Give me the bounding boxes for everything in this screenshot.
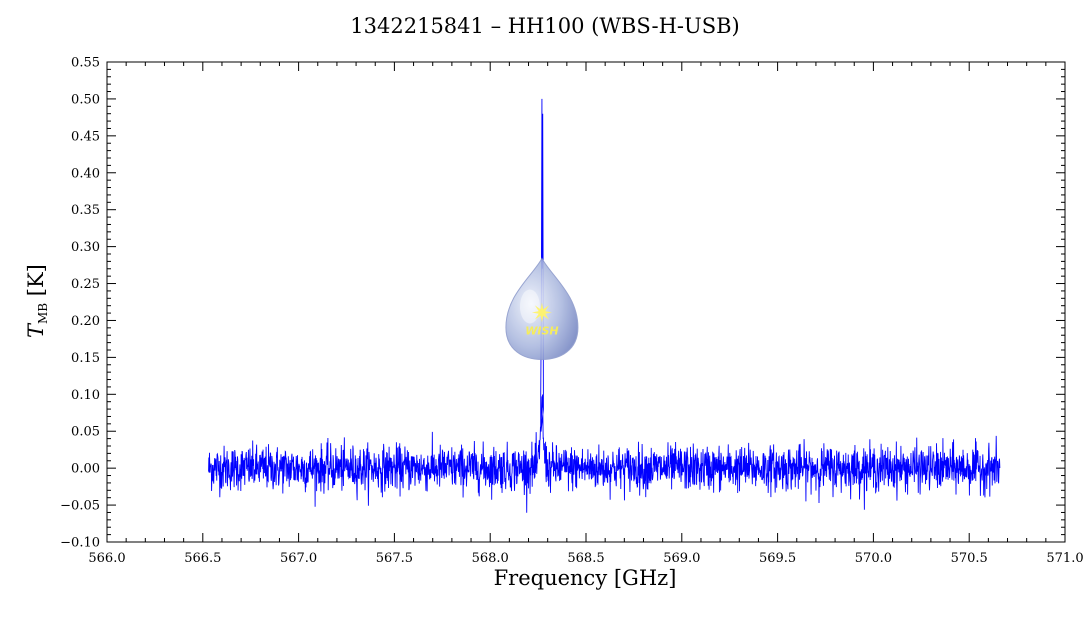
x-tick-label: 570.0 (855, 551, 892, 566)
x-tick-label: 569.5 (759, 551, 796, 566)
y-tick-label: 0.20 (71, 314, 100, 329)
y-tick-label: 0.35 (71, 203, 100, 218)
y-tick-label: 0.40 (71, 166, 100, 181)
wish-logo: WISH (505, 257, 579, 360)
y-tick-label: 0.05 (71, 425, 100, 440)
y-tick-label: 0.55 (71, 56, 100, 71)
y-tick-label: 0.50 (71, 92, 100, 107)
x-tick-label: 569.0 (663, 551, 700, 566)
x-axis-label: Frequency [GHz] (493, 566, 677, 590)
x-tick-label: 568.5 (567, 551, 604, 566)
logo-text: WISH (525, 324, 558, 337)
x-tick-label: 567.0 (280, 551, 317, 566)
x-tick-label: 571.0 (1046, 551, 1083, 566)
y-tick-label: 0.45 (71, 129, 100, 144)
x-tick-label: 566.0 (88, 551, 125, 566)
y-tick-label: −0.10 (60, 536, 100, 551)
spectrum-series (208, 98, 1001, 513)
x-tick-label: 566.5 (184, 551, 221, 566)
chart-title: 1342215841 – HH100 (WBS-H-USB) (350, 14, 740, 38)
y-tick-label: 0.15 (71, 351, 100, 366)
y-tick-label: 0.30 (71, 240, 100, 255)
y-tick-label: 0.25 (71, 277, 100, 292)
logo-highlight (519, 289, 540, 324)
y-tick-label: 0.00 (71, 462, 100, 477)
x-tick-label: 568.0 (472, 551, 509, 566)
logo-star-icon (531, 302, 552, 323)
y-tick-label: 0.10 (71, 388, 100, 403)
y-tick-label: −0.05 (60, 499, 100, 514)
x-tick-label: 570.5 (951, 551, 988, 566)
x-tick-label: 567.5 (376, 551, 413, 566)
y-axis-label: TMB [K] (24, 264, 50, 338)
